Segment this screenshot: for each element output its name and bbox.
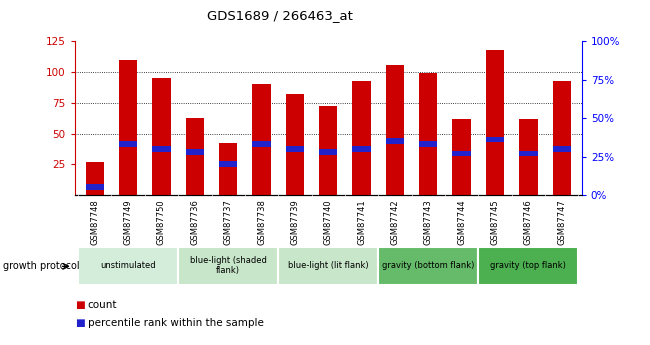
Bar bbox=[319, 107, 337, 195]
Bar bbox=[219, 161, 237, 167]
Bar bbox=[252, 85, 270, 195]
Bar bbox=[319, 149, 337, 155]
Bar bbox=[119, 60, 137, 195]
Bar bbox=[452, 151, 471, 156]
Bar bbox=[352, 81, 370, 195]
Bar bbox=[452, 119, 471, 195]
Text: ■: ■ bbox=[75, 318, 84, 327]
Bar bbox=[352, 146, 370, 152]
Bar bbox=[286, 94, 304, 195]
Text: GSM87746: GSM87746 bbox=[524, 199, 533, 245]
Text: GSM87747: GSM87747 bbox=[557, 199, 566, 245]
Bar bbox=[419, 73, 437, 195]
Text: GSM87744: GSM87744 bbox=[457, 199, 466, 245]
Text: percentile rank within the sample: percentile rank within the sample bbox=[88, 318, 264, 327]
Text: GSM87739: GSM87739 bbox=[291, 199, 300, 245]
Bar bbox=[186, 118, 204, 195]
Text: ■: ■ bbox=[75, 300, 84, 310]
Text: GSM87743: GSM87743 bbox=[424, 199, 433, 245]
Text: GSM87741: GSM87741 bbox=[357, 199, 366, 245]
Text: unstimulated: unstimulated bbox=[100, 261, 156, 270]
Bar bbox=[386, 138, 404, 144]
Bar bbox=[78, 247, 178, 285]
Text: GDS1689 / 266463_at: GDS1689 / 266463_at bbox=[207, 9, 352, 22]
Bar bbox=[519, 151, 538, 156]
Text: GSM87736: GSM87736 bbox=[190, 199, 200, 245]
Text: blue-light (shaded
flank): blue-light (shaded flank) bbox=[190, 256, 266, 275]
Bar bbox=[219, 143, 237, 195]
Text: blue-light (lit flank): blue-light (lit flank) bbox=[288, 261, 369, 270]
Bar bbox=[478, 247, 578, 285]
Bar bbox=[419, 141, 437, 147]
Bar bbox=[186, 149, 204, 155]
Text: growth protocol: growth protocol bbox=[3, 261, 80, 270]
Text: GSM87745: GSM87745 bbox=[491, 199, 500, 245]
Text: gravity (top flank): gravity (top flank) bbox=[491, 261, 566, 270]
Bar bbox=[152, 78, 171, 195]
Text: GSM87742: GSM87742 bbox=[391, 199, 400, 245]
Bar bbox=[252, 141, 270, 147]
Text: GSM87737: GSM87737 bbox=[224, 199, 233, 245]
Bar bbox=[178, 247, 278, 285]
Text: gravity (bottom flank): gravity (bottom flank) bbox=[382, 261, 474, 270]
Text: count: count bbox=[88, 300, 117, 310]
Text: GSM87749: GSM87749 bbox=[124, 199, 133, 245]
Bar bbox=[552, 81, 571, 195]
Text: GSM87740: GSM87740 bbox=[324, 199, 333, 245]
Text: GSM87750: GSM87750 bbox=[157, 199, 166, 245]
Bar bbox=[86, 185, 104, 190]
Bar bbox=[152, 146, 171, 152]
Bar bbox=[486, 50, 504, 195]
Bar bbox=[386, 65, 404, 195]
Bar bbox=[519, 119, 538, 195]
Bar bbox=[278, 247, 378, 285]
Bar bbox=[378, 247, 478, 285]
Bar bbox=[119, 141, 137, 147]
Bar bbox=[86, 162, 104, 195]
Text: GSM87748: GSM87748 bbox=[90, 199, 99, 245]
Bar bbox=[486, 137, 504, 142]
Bar bbox=[286, 146, 304, 152]
Bar bbox=[552, 146, 571, 152]
Text: GSM87738: GSM87738 bbox=[257, 199, 266, 245]
